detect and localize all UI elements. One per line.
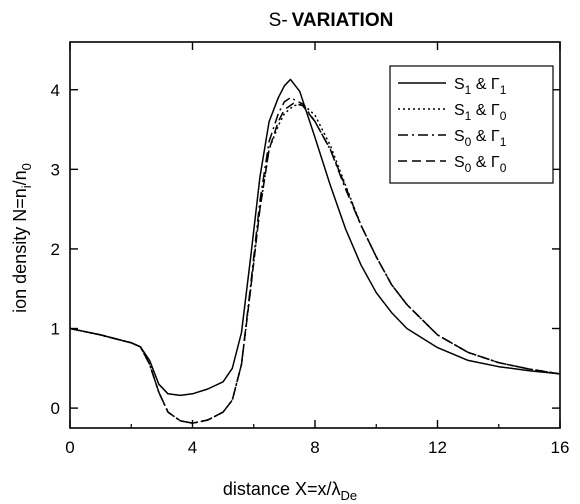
x-axis-label-sub: De — [340, 488, 357, 503]
y-axis-label-mid: /n — [10, 170, 30, 185]
legend-label-2: S1 & Γ0 — [454, 102, 507, 123]
x-tick-label: 4 — [188, 438, 197, 457]
x-ticks: 0 4 8 12 16 — [65, 42, 569, 457]
y-tick-label: 0 — [51, 399, 60, 418]
x-axis-label: distance X=x/λDe — [223, 479, 357, 503]
legend: S1 & Γ1 S1 & Γ0 S0 & Γ1 S0 & Γ0 — [389, 65, 554, 184]
x-axis-label-text: distance X=x/ — [223, 479, 332, 499]
chart-title-bold: VARIATION — [292, 10, 394, 31]
x-tick-label: 0 — [65, 438, 74, 457]
y-axis-label-sub1: i — [19, 185, 34, 188]
svg-text:distance X=x/λDe: distance X=x/λDe — [223, 479, 357, 503]
series-line-1 — [69, 78, 561, 397]
series-line-3 — [69, 96, 561, 424]
y-tick-label: 4 — [51, 81, 60, 100]
legend-label-3: S0 & Γ1 — [454, 128, 507, 149]
y-tick-label: 3 — [51, 160, 60, 179]
x-tick-label: 12 — [428, 438, 447, 457]
x-tick-label: 8 — [310, 438, 319, 457]
y-axis-label-sub2: 0 — [19, 163, 34, 170]
chart-title: S- VARIATION — [269, 10, 394, 31]
chart-title-prefix: S- — [269, 10, 288, 31]
x-tick-label: 16 — [551, 438, 570, 457]
x-axis-label-greek: λ — [331, 479, 340, 499]
legend-label-4: S0 & Γ0 — [454, 154, 507, 175]
svg-text:ion density N=ni/n0: ion density N=ni/n0 — [10, 163, 34, 313]
y-axis-label-text: ion density N=n — [10, 188, 30, 313]
y-tick-label: 2 — [51, 240, 60, 259]
series-line-4 — [69, 102, 561, 424]
legend-box — [389, 65, 554, 184]
legend-label-1: S1 & Γ1 — [454, 76, 507, 97]
series-group — [69, 78, 561, 424]
legend-items: S1 & Γ1 S1 & Γ0 S0 & Γ1 S0 & Γ0 — [398, 76, 507, 175]
y-tick-label: 1 — [51, 320, 60, 339]
y-axis-label: ion density N=ni/n0 — [10, 163, 34, 313]
